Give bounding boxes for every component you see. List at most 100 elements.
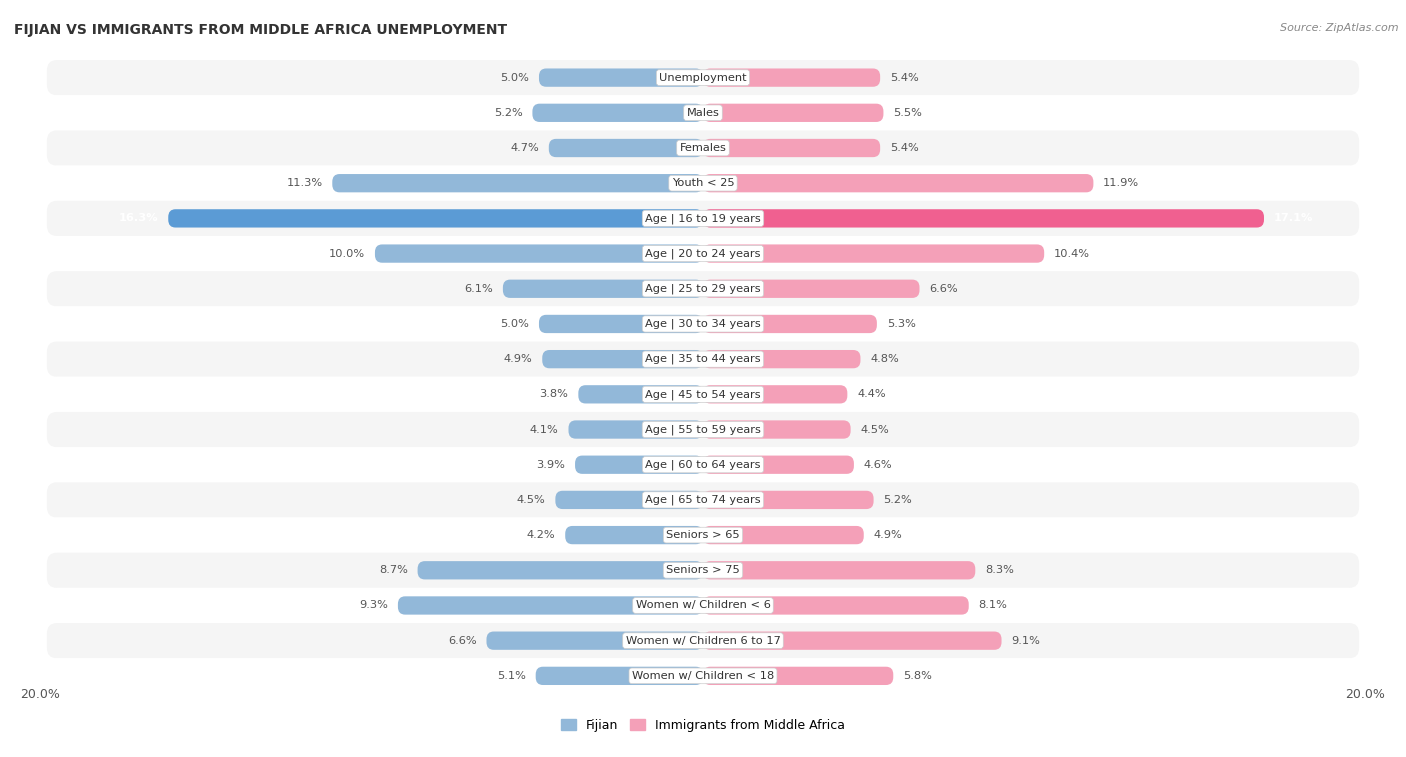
Text: 17.1%: 17.1% <box>1274 213 1313 223</box>
Text: 4.9%: 4.9% <box>873 530 903 540</box>
FancyBboxPatch shape <box>46 130 1360 166</box>
Text: Unemployment: Unemployment <box>659 73 747 83</box>
FancyBboxPatch shape <box>46 201 1360 236</box>
FancyBboxPatch shape <box>375 245 703 263</box>
FancyBboxPatch shape <box>703 667 893 685</box>
FancyBboxPatch shape <box>703 139 880 157</box>
Text: 4.1%: 4.1% <box>530 425 558 435</box>
Text: Age | 60 to 64 years: Age | 60 to 64 years <box>645 459 761 470</box>
Text: 5.4%: 5.4% <box>890 143 918 153</box>
FancyBboxPatch shape <box>703 456 853 474</box>
FancyBboxPatch shape <box>46 377 1360 412</box>
FancyBboxPatch shape <box>703 385 848 403</box>
Text: 5.2%: 5.2% <box>883 495 912 505</box>
Text: Source: ZipAtlas.com: Source: ZipAtlas.com <box>1281 23 1399 33</box>
Text: 4.7%: 4.7% <box>510 143 538 153</box>
Text: Females: Females <box>679 143 727 153</box>
Text: 5.3%: 5.3% <box>887 319 915 329</box>
Text: Age | 30 to 34 years: Age | 30 to 34 years <box>645 319 761 329</box>
Text: 11.3%: 11.3% <box>287 178 322 188</box>
FancyBboxPatch shape <box>703 491 873 509</box>
Text: Age | 20 to 24 years: Age | 20 to 24 years <box>645 248 761 259</box>
FancyBboxPatch shape <box>703 104 883 122</box>
Text: Seniors > 75: Seniors > 75 <box>666 565 740 575</box>
Text: Males: Males <box>686 107 720 118</box>
FancyBboxPatch shape <box>703 245 1045 263</box>
FancyBboxPatch shape <box>486 631 703 650</box>
FancyBboxPatch shape <box>565 526 703 544</box>
FancyBboxPatch shape <box>46 236 1360 271</box>
Text: Age | 45 to 54 years: Age | 45 to 54 years <box>645 389 761 400</box>
FancyBboxPatch shape <box>169 209 703 228</box>
Text: 4.6%: 4.6% <box>863 459 893 469</box>
Text: 5.4%: 5.4% <box>890 73 918 83</box>
Text: 4.4%: 4.4% <box>858 389 886 400</box>
FancyBboxPatch shape <box>703 350 860 369</box>
FancyBboxPatch shape <box>538 315 703 333</box>
FancyBboxPatch shape <box>555 491 703 509</box>
Text: 8.3%: 8.3% <box>986 565 1014 575</box>
Text: Age | 16 to 19 years: Age | 16 to 19 years <box>645 213 761 223</box>
FancyBboxPatch shape <box>533 104 703 122</box>
Text: Age | 55 to 59 years: Age | 55 to 59 years <box>645 424 761 435</box>
Text: 9.3%: 9.3% <box>359 600 388 610</box>
Text: Age | 65 to 74 years: Age | 65 to 74 years <box>645 494 761 505</box>
FancyBboxPatch shape <box>703 209 1264 228</box>
Text: 11.9%: 11.9% <box>1104 178 1139 188</box>
FancyBboxPatch shape <box>703 68 880 87</box>
Text: 4.5%: 4.5% <box>860 425 889 435</box>
FancyBboxPatch shape <box>703 561 976 579</box>
FancyBboxPatch shape <box>46 588 1360 623</box>
FancyBboxPatch shape <box>548 139 703 157</box>
FancyBboxPatch shape <box>46 341 1360 377</box>
FancyBboxPatch shape <box>503 279 703 298</box>
Text: 6.6%: 6.6% <box>929 284 957 294</box>
FancyBboxPatch shape <box>46 518 1360 553</box>
Text: 20.0%: 20.0% <box>1346 688 1385 701</box>
Text: 5.0%: 5.0% <box>501 319 529 329</box>
Text: Age | 25 to 29 years: Age | 25 to 29 years <box>645 284 761 294</box>
FancyBboxPatch shape <box>703 315 877 333</box>
FancyBboxPatch shape <box>418 561 703 579</box>
Text: 3.9%: 3.9% <box>536 459 565 469</box>
FancyBboxPatch shape <box>703 631 1001 650</box>
Text: 20.0%: 20.0% <box>21 688 60 701</box>
FancyBboxPatch shape <box>398 597 703 615</box>
Text: Age | 35 to 44 years: Age | 35 to 44 years <box>645 354 761 364</box>
Text: 4.5%: 4.5% <box>517 495 546 505</box>
Text: 4.2%: 4.2% <box>527 530 555 540</box>
FancyBboxPatch shape <box>703 279 920 298</box>
FancyBboxPatch shape <box>46 60 1360 95</box>
Text: 8.7%: 8.7% <box>378 565 408 575</box>
Text: 3.8%: 3.8% <box>540 389 568 400</box>
FancyBboxPatch shape <box>703 420 851 438</box>
FancyBboxPatch shape <box>46 623 1360 659</box>
FancyBboxPatch shape <box>575 456 703 474</box>
FancyBboxPatch shape <box>578 385 703 403</box>
FancyBboxPatch shape <box>703 174 1094 192</box>
Text: 6.6%: 6.6% <box>449 636 477 646</box>
Text: 16.3%: 16.3% <box>118 213 159 223</box>
FancyBboxPatch shape <box>46 659 1360 693</box>
Text: Women w/ Children < 18: Women w/ Children < 18 <box>631 671 775 681</box>
FancyBboxPatch shape <box>543 350 703 369</box>
FancyBboxPatch shape <box>536 667 703 685</box>
Text: 9.1%: 9.1% <box>1011 636 1040 646</box>
Text: 8.1%: 8.1% <box>979 600 1008 610</box>
FancyBboxPatch shape <box>46 271 1360 307</box>
FancyBboxPatch shape <box>46 412 1360 447</box>
Text: FIJIAN VS IMMIGRANTS FROM MIDDLE AFRICA UNEMPLOYMENT: FIJIAN VS IMMIGRANTS FROM MIDDLE AFRICA … <box>14 23 508 36</box>
FancyBboxPatch shape <box>46 482 1360 518</box>
Text: 4.8%: 4.8% <box>870 354 898 364</box>
FancyBboxPatch shape <box>46 447 1360 482</box>
FancyBboxPatch shape <box>46 553 1360 588</box>
Text: Women w/ Children < 6: Women w/ Children < 6 <box>636 600 770 610</box>
Text: 5.5%: 5.5% <box>893 107 922 118</box>
FancyBboxPatch shape <box>568 420 703 438</box>
Text: 5.8%: 5.8% <box>903 671 932 681</box>
FancyBboxPatch shape <box>703 526 863 544</box>
FancyBboxPatch shape <box>703 597 969 615</box>
Text: 5.0%: 5.0% <box>501 73 529 83</box>
Text: 5.1%: 5.1% <box>496 671 526 681</box>
Text: 4.9%: 4.9% <box>503 354 533 364</box>
